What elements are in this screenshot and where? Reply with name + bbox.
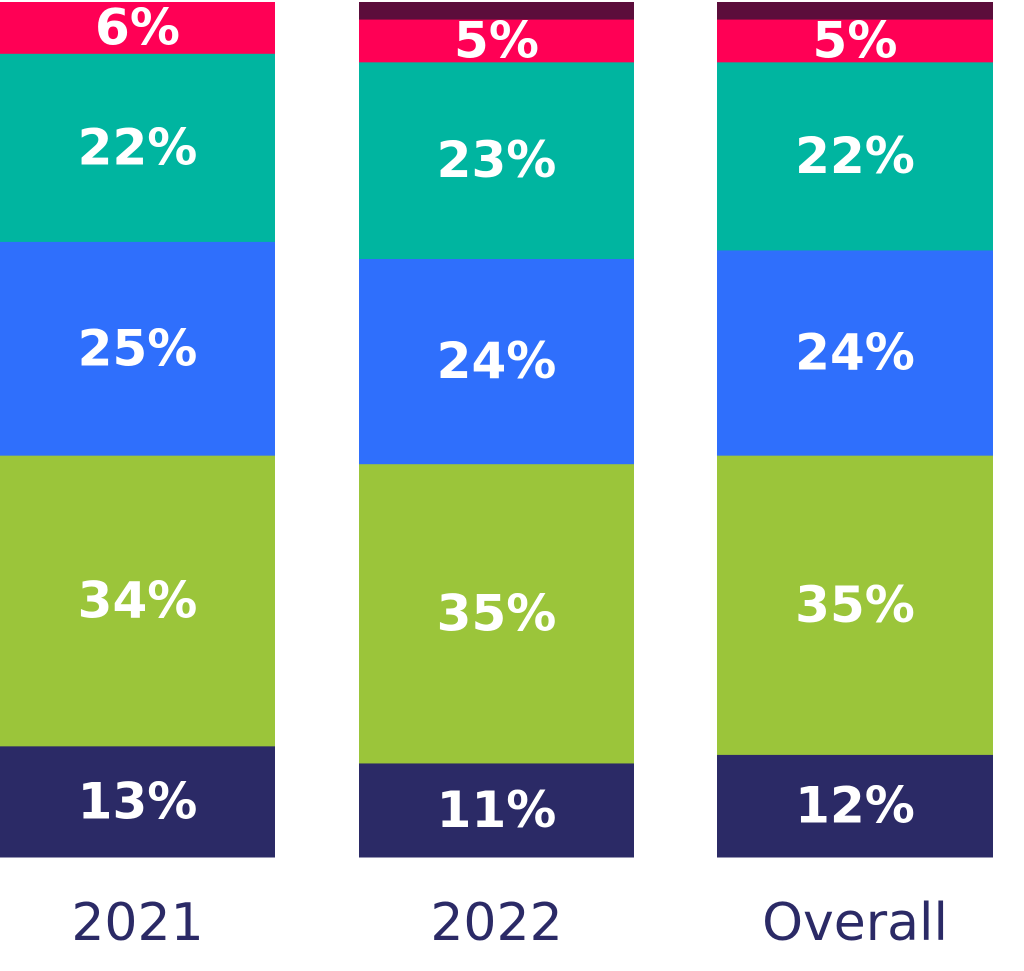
data-label-2021-3: 22% xyxy=(78,118,198,176)
data-label-2022-2: 24% xyxy=(437,332,557,390)
bar-segment-2022-0 xyxy=(359,762,634,858)
bar-segment-2021-1 xyxy=(0,455,275,747)
bar-segment-2022-2 xyxy=(359,258,634,465)
data-label-2021-1: 34% xyxy=(78,572,198,630)
data-label-overall-3: 22% xyxy=(795,127,915,185)
data-label-2022-1: 35% xyxy=(437,584,557,642)
bar-segment-overall-5 xyxy=(717,1,993,20)
bar-segment-2021-4 xyxy=(0,1,275,54)
data-label-overall-1: 35% xyxy=(795,576,915,634)
data-label-2021-2: 25% xyxy=(78,319,198,377)
bar-segment-2021-0 xyxy=(0,745,275,858)
bar-segment-2022-5 xyxy=(359,1,634,20)
bar-segment-overall-4 xyxy=(717,19,993,63)
data-label-2022-3: 23% xyxy=(437,131,557,189)
bar-segment-overall-2 xyxy=(717,249,993,456)
bar-segment-2021-3 xyxy=(0,53,275,242)
bar-segment-overall-0 xyxy=(717,754,993,858)
bar-segment-2021-2 xyxy=(0,241,275,456)
bar-segment-overall-1 xyxy=(717,455,993,755)
bar-segment-2022-4 xyxy=(359,19,634,63)
category-label-overall: Overall xyxy=(762,893,948,953)
data-label-2022-0: 11% xyxy=(437,781,557,839)
data-label-overall-2: 24% xyxy=(795,324,915,382)
category-label-2022: 2022 xyxy=(430,893,562,953)
data-label-2021-0: 13% xyxy=(78,772,198,830)
data-label-overall-4: 5% xyxy=(813,11,898,69)
bar-segment-overall-3 xyxy=(717,61,993,251)
data-label-2021-4: 6% xyxy=(95,0,180,57)
bar-segment-2022-3 xyxy=(359,61,634,259)
data-label-2022-4: 5% xyxy=(454,11,539,69)
category-label-2021: 2021 xyxy=(71,893,203,953)
data-label-overall-0: 12% xyxy=(795,777,915,835)
bar-segment-2022-1 xyxy=(359,463,634,764)
